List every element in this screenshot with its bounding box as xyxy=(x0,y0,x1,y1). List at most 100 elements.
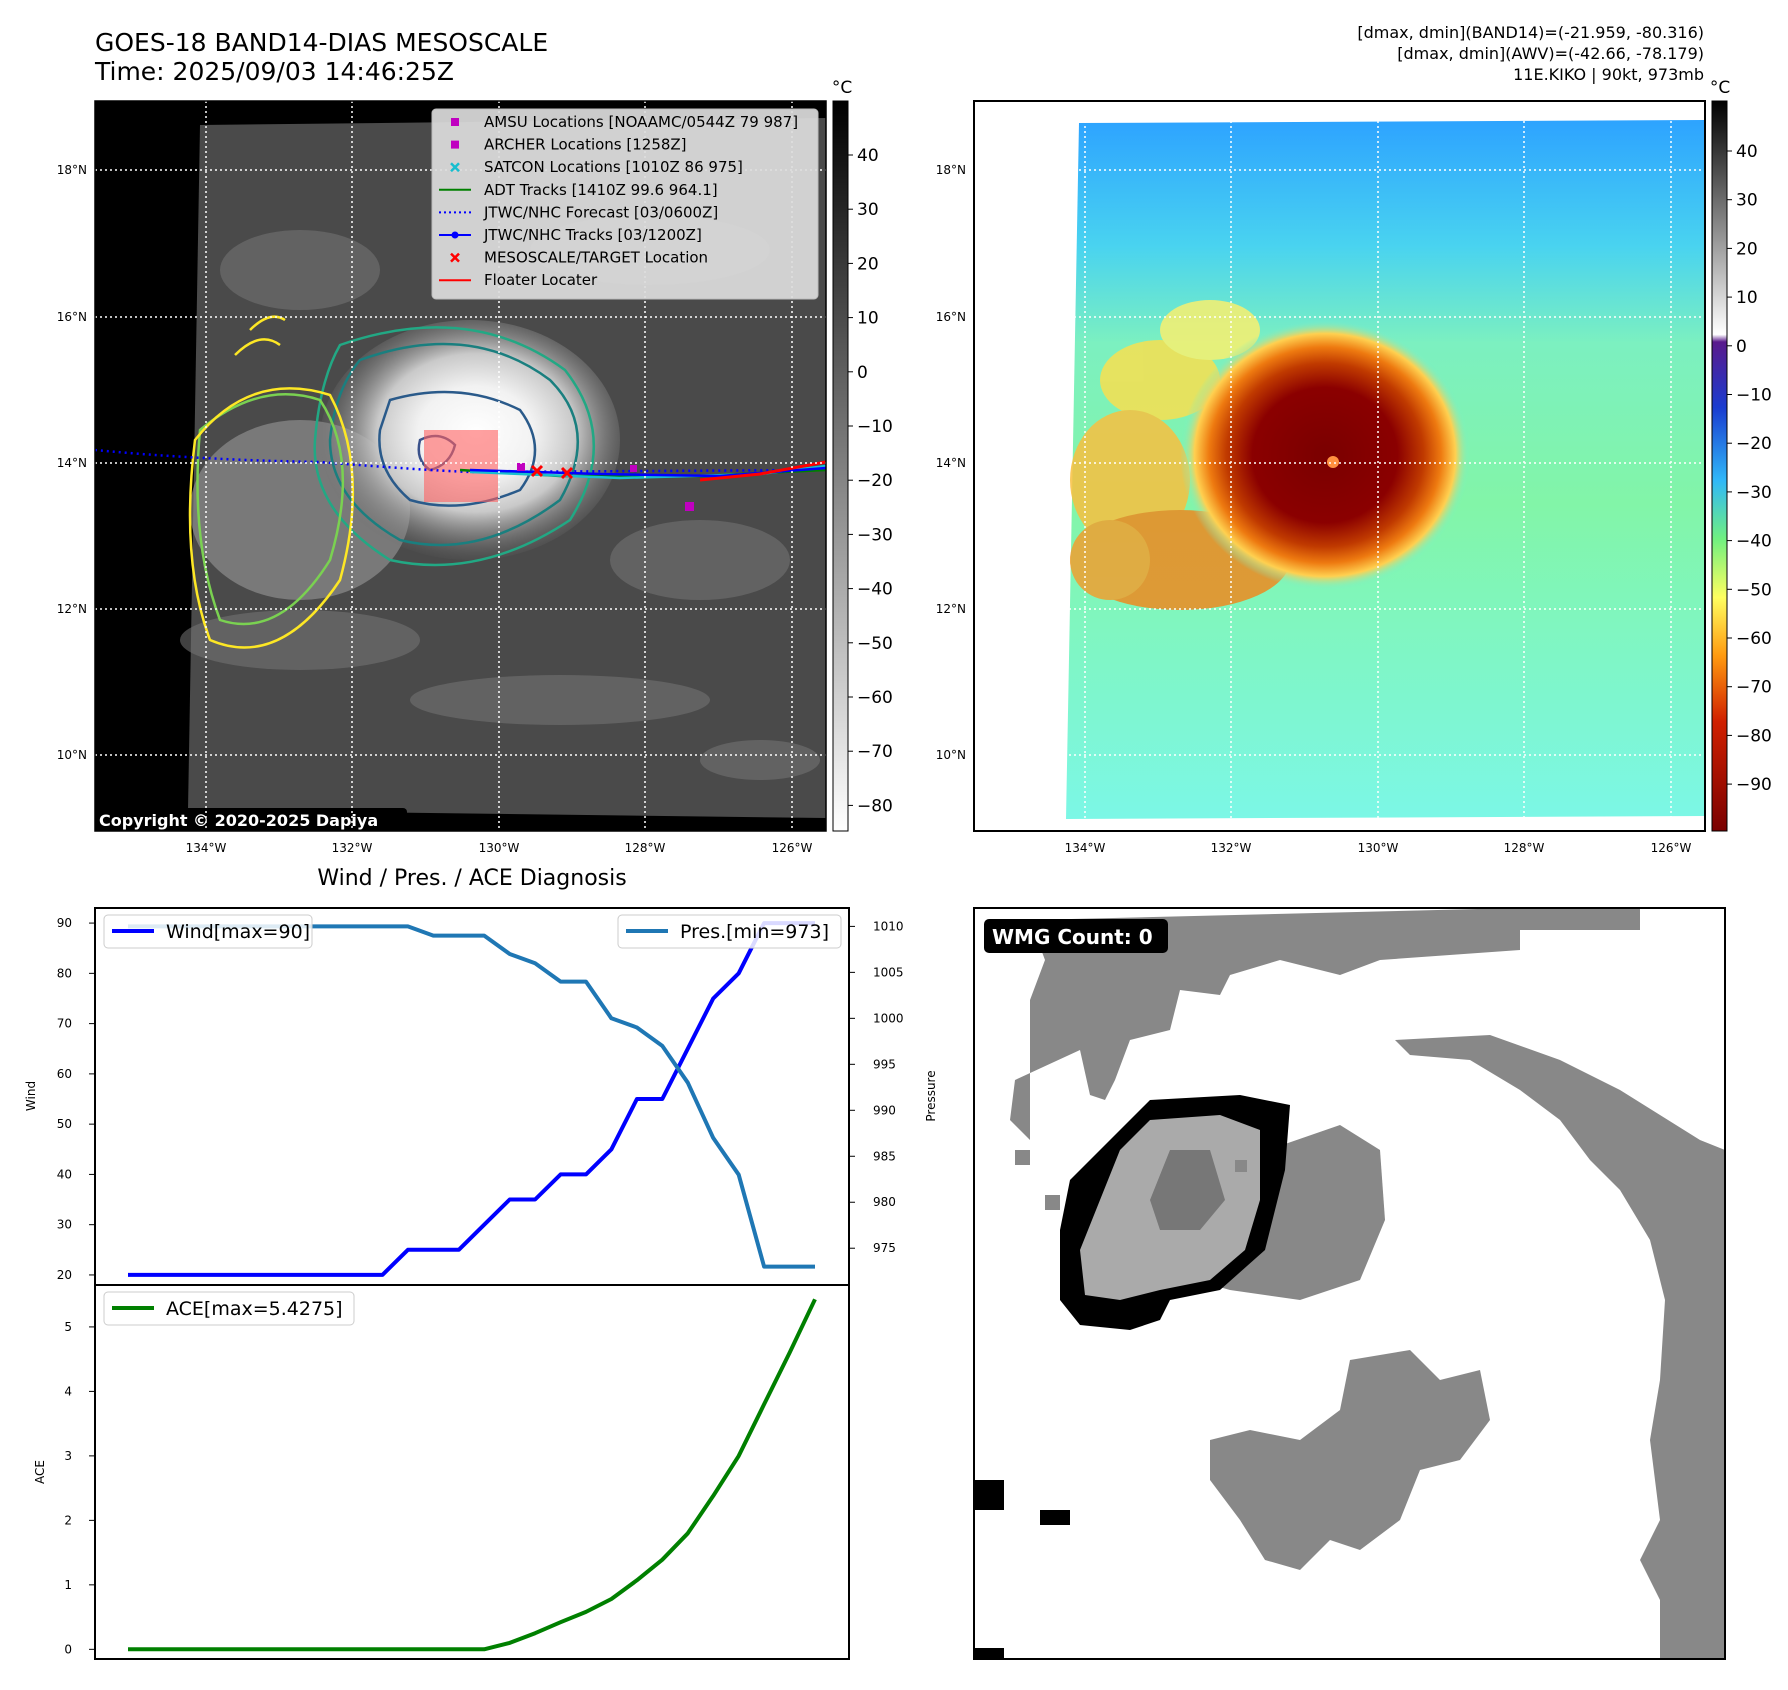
awv-range: [dmax, dmin](AWV)=(-42.66, -78.179) xyxy=(1397,44,1704,63)
y-tick-label: 0 xyxy=(64,1642,72,1656)
wmg-pixels xyxy=(974,908,1725,1659)
y-tick-label: 2 xyxy=(64,1513,72,1527)
awv-lat-label: 12°N xyxy=(936,602,966,616)
y2-tick-label: 975 xyxy=(873,1241,896,1255)
awv-lat-label: 14°N xyxy=(936,456,966,470)
ir-map-panel: Copyright © 2020-2025 Dapiya 18°N 16°N 14°… xyxy=(57,78,893,855)
y2-tick-label: 980 xyxy=(873,1195,896,1209)
ir-lat-label: 12°N xyxy=(57,602,87,616)
wmg-frame xyxy=(973,907,1726,1660)
ir-map-frame xyxy=(94,100,827,832)
colorbar-tick-label: −70 xyxy=(1736,678,1772,698)
ace-legend-box xyxy=(103,1291,355,1326)
colorbar-tick-label: −60 xyxy=(857,688,893,708)
target-marker xyxy=(530,464,574,480)
legend-label: ADT Tracks [1410Z 99.6 964.1] xyxy=(484,181,718,199)
awv-lat-label: 10°N xyxy=(936,748,966,762)
colorbar-tick-label: −20 xyxy=(857,471,893,491)
colorbar-tick-label: −80 xyxy=(1736,726,1772,746)
storm-info: 11E.KIKO | 90kt, 973mb xyxy=(1513,65,1704,84)
ir-lon-label: 126°W xyxy=(772,841,813,855)
colorbar-tick-label: −50 xyxy=(1736,580,1772,600)
ir-contours xyxy=(188,315,595,649)
ir-lat-label: 18°N xyxy=(57,163,87,177)
position-markers xyxy=(517,463,694,511)
colorbar-tick-label: −80 xyxy=(857,796,893,816)
colorbar-tick-label: −30 xyxy=(1736,483,1772,503)
awv-lon-ticks: 134°W 132°W 130°W 128°W 126°W xyxy=(1065,841,1692,855)
colorbar-tick-label: 0 xyxy=(857,363,868,383)
legend-label: JTWC/NHC Forecast [03/0600Z] xyxy=(483,203,718,221)
ir-colorbar-unit: °C xyxy=(832,78,852,98)
y-tick-label: 50 xyxy=(57,1117,72,1131)
colorbar-tick-label: −10 xyxy=(857,417,893,437)
awv-map-frame xyxy=(973,100,1706,832)
legend-item: MESOSCALE/TARGET Location xyxy=(450,249,708,267)
legend-label: JTWC/NHC Tracks [03/1200Z] xyxy=(483,226,702,244)
colorbar-tick-label: 10 xyxy=(857,309,879,329)
awv-lat-label: 16°N xyxy=(936,310,966,324)
colorbar-tick-label: −20 xyxy=(1736,434,1772,454)
ace-legend-label: ACE[max=5.4275] xyxy=(166,1298,343,1320)
y-tick-label: 1 xyxy=(64,1578,72,1592)
colorbar-tick-label: −70 xyxy=(857,742,893,762)
awv-lat-ticks: 18°N 16°N 14°N 12°N 10°N xyxy=(936,163,966,762)
legend-x-marker xyxy=(450,162,460,173)
awv-lat-label: 18°N xyxy=(936,163,966,177)
wind-pressure-axes xyxy=(94,907,850,1286)
legend-label: MESOSCALE/TARGET Location xyxy=(484,249,708,267)
ace-ylabel: ACE xyxy=(33,1460,47,1484)
wmg-count-label: WMG Count: 0 xyxy=(992,925,1153,949)
pressure-legend-box xyxy=(617,914,842,949)
pressure-ylabel: Pressure xyxy=(924,1070,938,1121)
awv-lon-label: 130°W xyxy=(1358,841,1399,855)
awv-colorbar: °C 40 30 20 10 0 −10 −20 −30 −40 −50 −60 −70 −80 −90 xyxy=(1710,78,1772,832)
wind-ylabel: Wind xyxy=(24,1081,38,1111)
figure-time: Time: 2025/09/03 14:46:25Z xyxy=(94,57,454,86)
y-tick-label: 20 xyxy=(57,1268,72,1282)
ir-lon-label: 128°W xyxy=(625,841,666,855)
awv-lon-label: 132°W xyxy=(1211,841,1252,855)
legend-x-marker xyxy=(450,252,460,263)
ir-lat-label: 16°N xyxy=(57,310,87,324)
y-tick-label: 90 xyxy=(57,916,72,930)
legend-label: AMSU Locations [NOAAMC/0544Z 79 987] xyxy=(484,113,798,131)
ir-lat-ticks: 18°N 16°N 14°N 12°N 10°N xyxy=(57,163,87,762)
legend-square-marker xyxy=(451,140,459,149)
band14-range: [dmax, dmin](BAND14)=(-21.959, -80.316) xyxy=(1357,23,1704,42)
legend-square-marker xyxy=(451,118,459,126)
pressure-legend: Pres.[min=973] xyxy=(617,914,842,949)
copyright-box xyxy=(95,808,407,831)
y-tick-label: 40 xyxy=(57,1167,72,1181)
colorbar-tick-label: 30 xyxy=(857,200,879,220)
diagnosis-panel: Wind / Pres. / ACE Diagnosis Wind Pressu… xyxy=(24,866,938,1660)
legend-item: AMSU Locations [NOAAMC/0544Z 79 987] xyxy=(451,113,798,131)
wind-legend-label: Wind[max=90] xyxy=(166,921,310,943)
y-tick-label: 3 xyxy=(64,1449,72,1463)
y-tick-label: 30 xyxy=(57,1218,72,1232)
y2-tick-label: 1010 xyxy=(873,919,904,933)
awv-lon-label: 134°W xyxy=(1065,841,1106,855)
archer-marker xyxy=(685,502,694,511)
ir-colorbar-bar xyxy=(832,100,849,832)
colorbar-tick-label: −60 xyxy=(1736,629,1772,649)
colorbar-tick-label: −90 xyxy=(1736,775,1772,795)
ir-lon-label: 130°W xyxy=(479,841,520,855)
figure-title: GOES-18 BAND14-DIAS MESOSCALE xyxy=(95,28,548,57)
legend-label: Floater Locater xyxy=(484,271,598,289)
legend-item: Floater Locater xyxy=(439,271,598,289)
y-tick-label: 4 xyxy=(64,1384,72,1398)
awv-gridlines xyxy=(974,101,1705,831)
diagnosis-title: Wind / Pres. / ACE Diagnosis xyxy=(317,866,626,891)
legend-dot xyxy=(451,231,459,239)
ir-lon-label: 132°W xyxy=(332,841,373,855)
copyright-text: Copyright © 2020-2025 Dapiya xyxy=(99,811,378,830)
colorbar-tick-label: 0 xyxy=(1736,337,1747,357)
wmg-panel: WMG Count: 0 xyxy=(973,907,1726,1660)
ir-colorbar: °C 40 30 20 10 0 −10 −20 −30 −40 −50 −60 −70 −80 xyxy=(832,78,893,832)
y-tick-label: 70 xyxy=(57,1017,72,1031)
y2-tick-label: 985 xyxy=(873,1149,896,1163)
awv-moist-bands xyxy=(1070,300,1290,610)
legend-label: SATCON Locations [1010Z 86 975] xyxy=(484,158,743,176)
